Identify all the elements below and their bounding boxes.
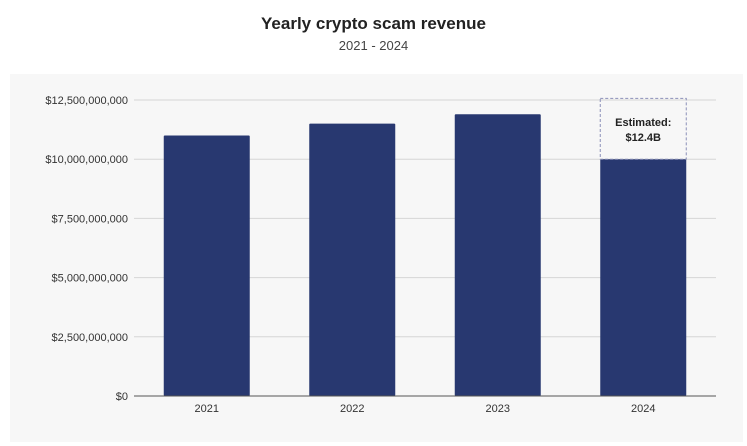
bar (163, 135, 250, 396)
y-tick-label: $10,000,000,000 (45, 154, 128, 166)
x-tick-label: 2023 (486, 403, 510, 415)
x-tick-label: 2021 (195, 403, 219, 415)
y-tick-label: $0 (116, 391, 128, 403)
x-tick-label: 2022 (340, 403, 364, 415)
y-tick-label: $12,500,000,000 (45, 95, 128, 107)
bar (600, 159, 687, 396)
y-tick-label: $2,500,000,000 (52, 332, 128, 344)
bar (454, 114, 541, 396)
estimated-label: Estimated: (615, 117, 671, 129)
chart-subtitle: 2021 - 2024 (338, 38, 409, 53)
estimated-value-label: $12.4B (626, 132, 662, 144)
x-tick-label: 2024 (631, 403, 655, 415)
y-tick-label: $7,500,000,000 (52, 213, 128, 225)
estimated-box (599, 97, 687, 160)
chart-title: Yearly crypto scam revenue (261, 14, 486, 33)
bar (309, 123, 396, 397)
y-tick-label: $5,000,000,000 (52, 273, 128, 285)
